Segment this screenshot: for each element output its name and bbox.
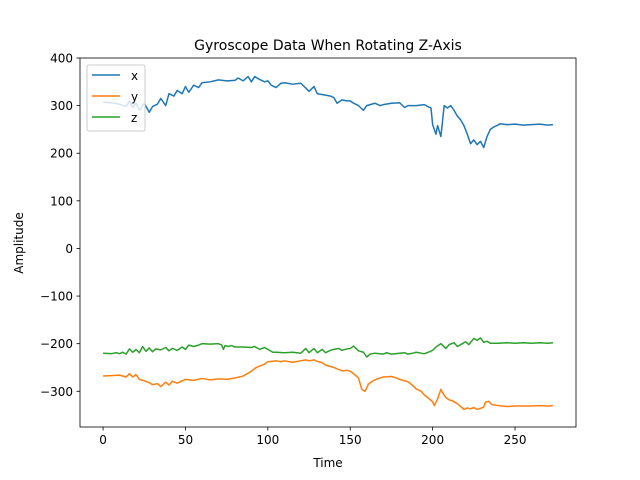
legend-label-x: x bbox=[131, 69, 138, 83]
y-tick-label: −200 bbox=[40, 337, 73, 351]
legend-frame bbox=[86, 64, 146, 132]
series-line-y bbox=[103, 359, 554, 411]
legend-label-z: z bbox=[131, 111, 137, 125]
y-tick-label: 200 bbox=[50, 147, 73, 161]
legend: x y z bbox=[86, 64, 146, 132]
x-tick-label: 50 bbox=[178, 433, 193, 447]
series-line-x bbox=[103, 75, 554, 149]
x-tick-label: 150 bbox=[339, 433, 362, 447]
plot-area-frame bbox=[79, 57, 577, 428]
y-axis-ticks: −300 −200 −100 0 100 200 300 400 bbox=[40, 52, 80, 399]
y-tick-label: −100 bbox=[40, 290, 73, 304]
x-tick-label: 0 bbox=[99, 433, 107, 447]
y-tick-label: −300 bbox=[40, 385, 73, 399]
x-axis-label: Time bbox=[312, 456, 342, 470]
y-axis-label: Amplitude bbox=[12, 212, 26, 274]
y-tick-label: 100 bbox=[50, 194, 73, 208]
x-tick-label: 200 bbox=[421, 433, 444, 447]
legend-label-y: y bbox=[131, 90, 138, 104]
series-group bbox=[103, 75, 554, 411]
x-tick-label: 100 bbox=[256, 433, 279, 447]
chart-title: Gyroscope Data When Rotating Z-Axis bbox=[194, 38, 462, 54]
y-tick-label: 0 bbox=[65, 242, 73, 256]
y-tick-label: 300 bbox=[50, 99, 73, 113]
x-axis-ticks: 0 50 100 150 200 250 bbox=[99, 427, 526, 447]
series-line-z bbox=[103, 337, 554, 358]
x-tick-label: 250 bbox=[504, 433, 527, 447]
y-tick-label: 400 bbox=[50, 52, 73, 66]
